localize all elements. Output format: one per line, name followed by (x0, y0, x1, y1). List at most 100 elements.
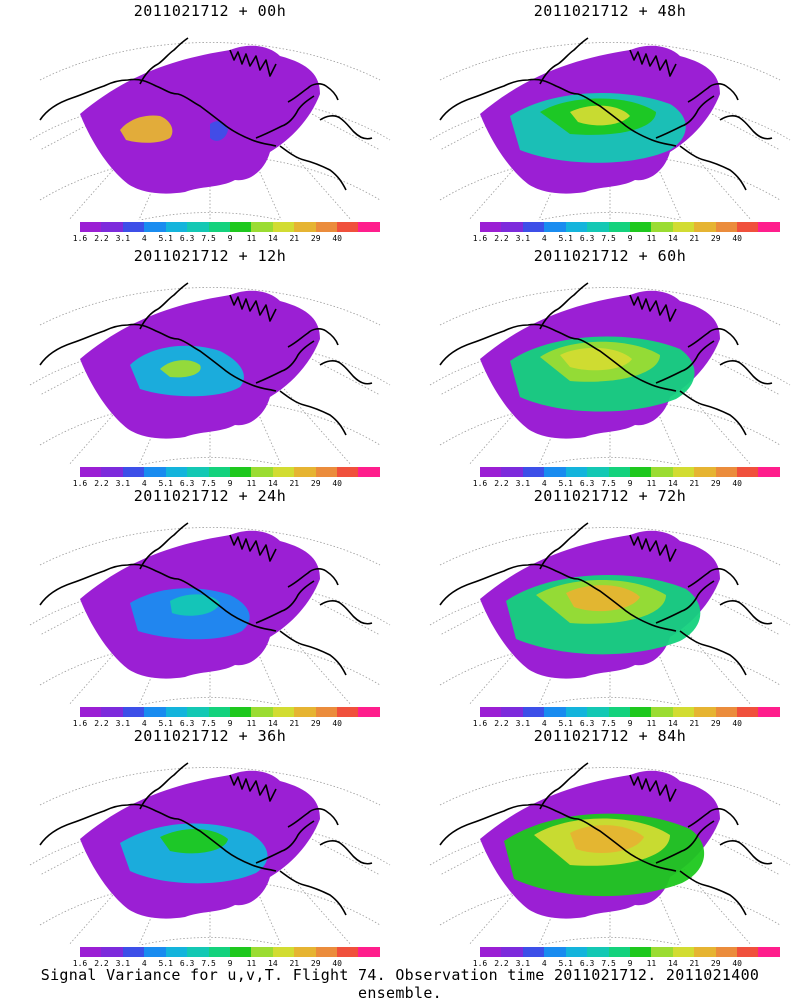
colorbar-tick-label: 4 (541, 959, 547, 968)
colorbar-tick-label: 1.6 (72, 719, 88, 728)
map-panel: 2011021712 + 12h 1.6 2.2 3.1 4 5.1 6.3 7.5 9 11 14… (20, 245, 400, 488)
colorbar-tick-label: 14 (668, 719, 678, 728)
colorbar-tick-label: 1.6 (472, 234, 488, 243)
colorbar-swatch (587, 222, 609, 232)
colorbar-tick-label: 5.1 (558, 479, 573, 488)
panel-title: 2011021712 + 72h (533, 487, 687, 505)
colorbar-tick-label: 4 (541, 719, 547, 728)
variance-contour (570, 105, 630, 126)
colorbar-swatch (80, 947, 102, 957)
colorbar-swatch (651, 707, 673, 717)
colorbar-swatch (737, 222, 759, 232)
panel-title: 2011021712 + 24h (133, 487, 287, 505)
colorbar-swatch (737, 707, 759, 717)
colorbar-tick-label: 1.6 (472, 959, 488, 968)
colorbar-tick-label: 3.1 (515, 959, 531, 968)
colorbar-tick-label: 21 (289, 719, 300, 728)
colorbar-swatch (694, 222, 716, 232)
colorbar (80, 707, 380, 717)
colorbar-tick-label: 14 (268, 719, 278, 728)
colorbar-tick-label: 29 (310, 234, 321, 243)
colorbar-tick-label: 21 (689, 959, 700, 968)
colorbar-tick-label: 29 (710, 719, 721, 728)
variance-contour (160, 360, 201, 378)
colorbar-swatch (144, 707, 166, 717)
colorbar-tick-label: 11 (246, 959, 257, 968)
colorbar-tick-label: 1.6 (72, 479, 88, 488)
colorbar-swatch (758, 467, 780, 477)
colorbar-swatch (587, 467, 609, 477)
colorbar-tick-label: 9 (227, 234, 233, 243)
colorbar-tick-label: 5.1 (558, 719, 573, 728)
colorbar-tick-label: 2.2 (94, 959, 109, 968)
colorbar-swatch (501, 947, 523, 957)
colorbar-swatch (229, 222, 252, 232)
colorbar-swatch (608, 707, 630, 717)
colorbar-tick-label: 29 (310, 479, 321, 488)
variance-map (429, 762, 791, 945)
colorbar (480, 707, 780, 717)
colorbar-tick-label: 14 (268, 959, 278, 968)
colorbar-swatch (480, 707, 502, 717)
colorbar-swatch (629, 467, 652, 477)
map-panel: 2011021712 + 84h 1.6 2.2 3.1 4 5.1 6.3 7.5 9 11 14… (420, 725, 800, 968)
colorbar-swatch (101, 947, 123, 957)
colorbar-swatch (101, 707, 123, 717)
variance-contour (170, 594, 220, 616)
colorbar-swatch (501, 467, 523, 477)
colorbar-tick-label: 3.1 (115, 719, 131, 728)
colorbar-swatch (165, 467, 188, 477)
colorbar-swatch (651, 947, 673, 957)
coastline (39, 762, 373, 916)
colorbar-swatch (144, 947, 166, 957)
colorbar-tick-label: 7.5 (201, 234, 216, 243)
colorbar-tick-label: 7.5 (601, 719, 616, 728)
colorbar-tick-label: 6.3 (179, 719, 195, 728)
colorbar-tick-label: 4 (141, 959, 147, 968)
colorbar-swatch (80, 467, 102, 477)
colorbar-tick-label: 29 (710, 234, 721, 243)
coastline (439, 762, 773, 916)
colorbar-swatch (208, 707, 230, 717)
colorbar-tick-label: 14 (668, 234, 678, 243)
colorbar (80, 467, 380, 477)
colorbar-swatch (694, 707, 716, 717)
colorbar-swatch (522, 467, 545, 477)
colorbar-tick-label: 6.3 (579, 479, 595, 488)
colorbar-tick-label: 14 (668, 479, 678, 488)
figure-caption: Signal Variance for u,v,T. Flight 74. Ob… (40, 966, 760, 1002)
colorbar-swatch (208, 947, 230, 957)
colorbar-ticks: 1.6 2.2 3.1 4 5.1 6.3 7.5 9 11 14 21 29 40 (73, 959, 380, 969)
colorbar-tick-label: 2.2 (494, 479, 509, 488)
colorbar-tick-label: 21 (289, 234, 300, 243)
colorbar (480, 947, 780, 957)
variance-map (29, 522, 391, 705)
coastline (439, 522, 773, 676)
colorbar-tick-label: 21 (689, 479, 700, 488)
colorbar-tick-label: 2.2 (94, 479, 109, 488)
colorbar-swatch (251, 707, 273, 717)
variance-contour (560, 347, 632, 371)
colorbar-swatch (501, 707, 523, 717)
colorbar-swatch (358, 467, 380, 477)
variance-contour (210, 121, 228, 141)
colorbar-swatch (229, 947, 252, 957)
colorbar-tick-label: 1.6 (472, 719, 488, 728)
colorbar-swatch (165, 707, 188, 717)
map-panel: 2011021712 + 60h 1.6 2.2 3.1 4 5.1 6.3 7.5 9 11 14… (420, 245, 800, 488)
colorbar-tick-label: 6.3 (179, 234, 195, 243)
colorbar-tick-label: 3.1 (515, 234, 531, 243)
colorbar-tick-label: 9 (627, 479, 633, 488)
map-panel: 2011021712 + 00h 1.6 2.2 3.1 4 5.1 6.3 7.5 9 11 14… (20, 0, 400, 243)
colorbar-tick-label: 6.3 (579, 234, 595, 243)
colorbar-tick-label: 2.2 (494, 959, 509, 968)
colorbar-tick-label: 21 (289, 479, 300, 488)
colorbar-tick-label: 5.1 (558, 959, 573, 968)
variance-contour (120, 115, 173, 143)
colorbar-tick-label: 1.6 (72, 234, 88, 243)
colorbar (480, 222, 780, 232)
colorbar-tick-label: 11 (646, 959, 657, 968)
colorbar-swatch (715, 467, 738, 477)
coastline (39, 522, 373, 676)
colorbar-swatch (608, 222, 630, 232)
